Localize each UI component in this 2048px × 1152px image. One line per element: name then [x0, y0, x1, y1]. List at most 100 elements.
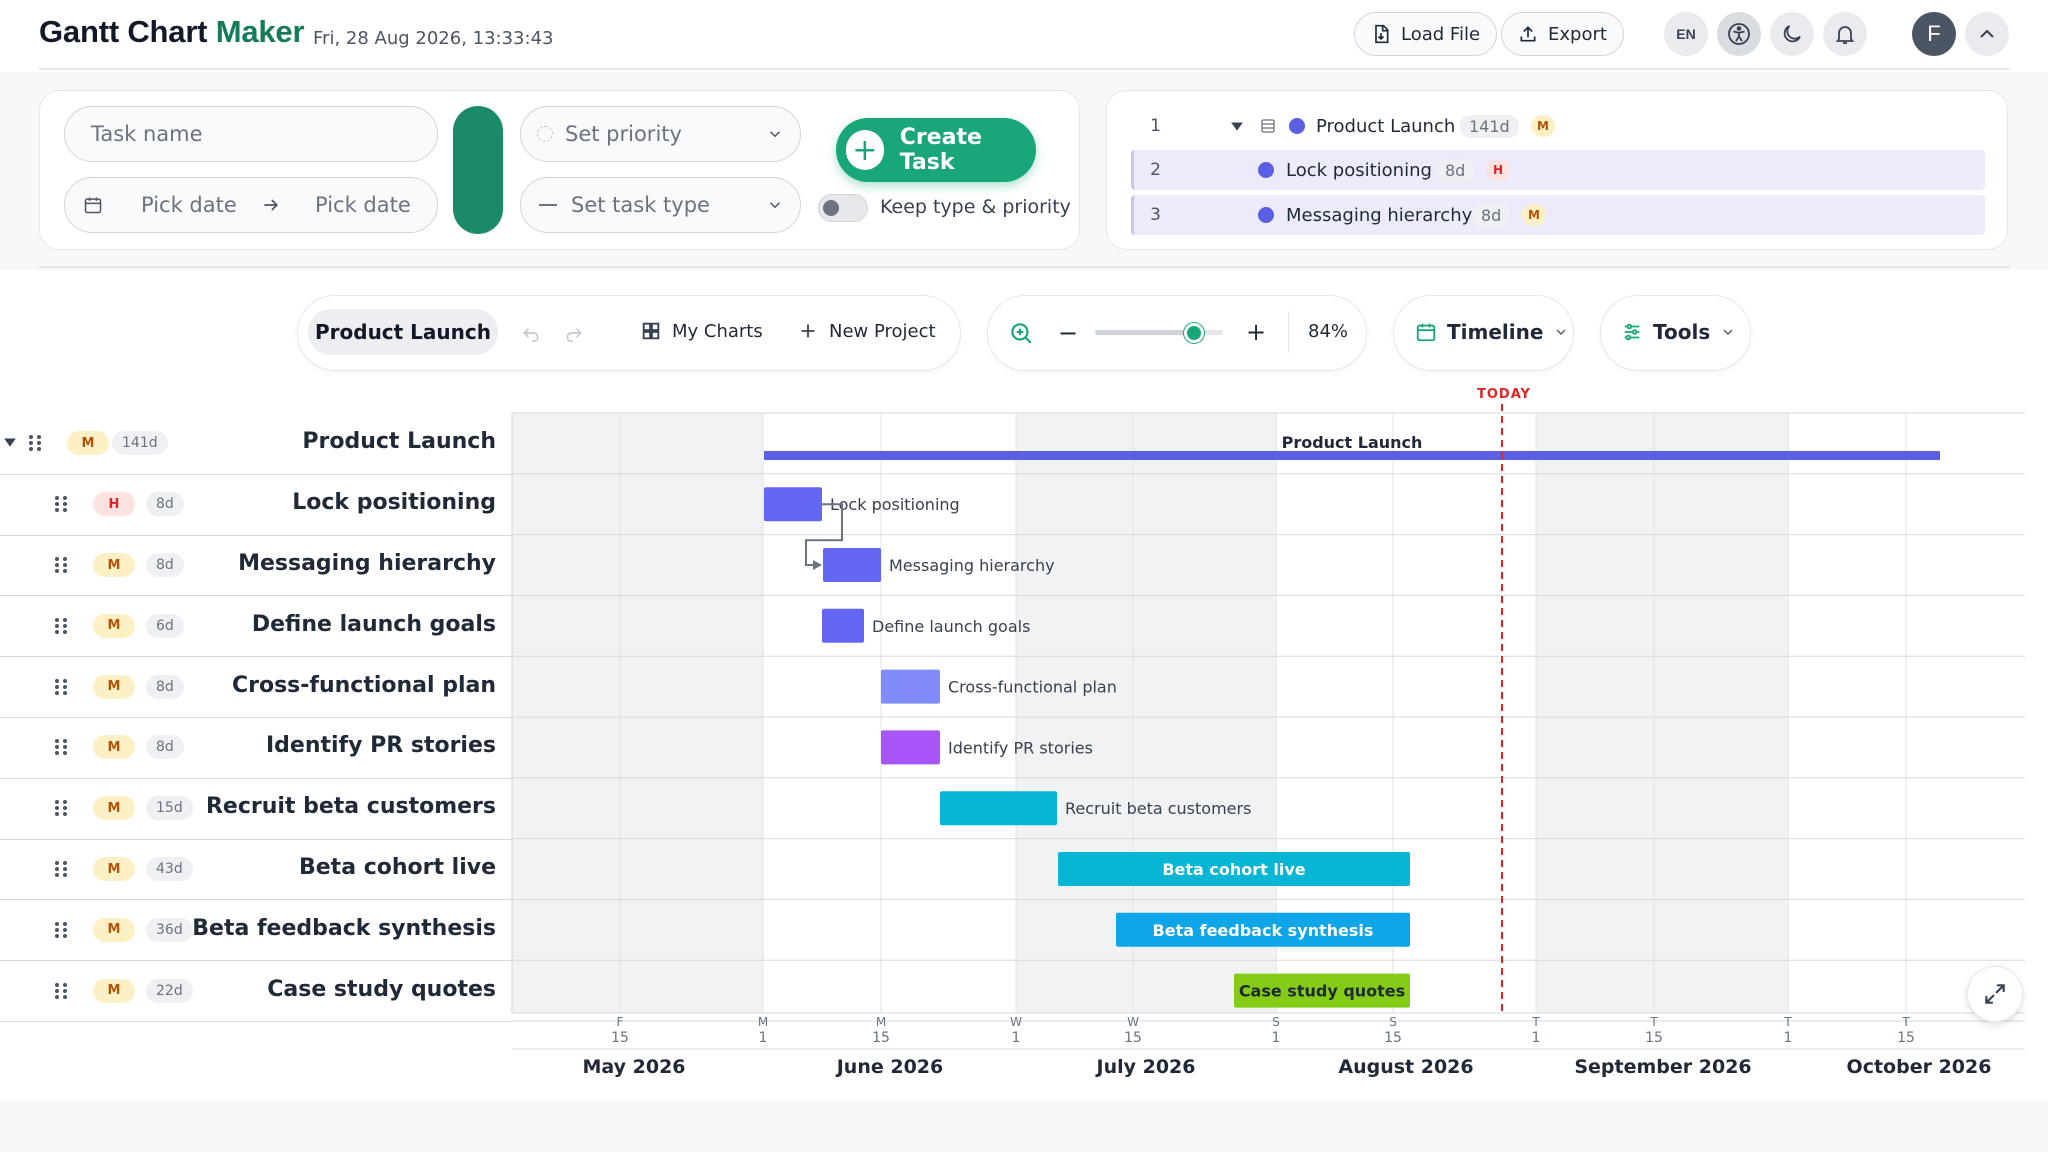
tick-number: 15 [872, 1030, 890, 1046]
load-file-button[interactable]: Load File [1354, 12, 1498, 56]
caret-down-icon[interactable] [1230, 119, 1244, 133]
task-bar-label: Cross-functional plan [948, 678, 1117, 697]
task-bar-label: Messaging hierarchy [889, 556, 1055, 575]
tree-row-duration: 141d [1460, 114, 1519, 138]
task-bar [1116, 912, 1410, 947]
month-label: October 2026 [1847, 1056, 1992, 1078]
task-name[interactable]: Beta cohort live [298, 855, 496, 880]
export-button[interactable]: Export [1501, 12, 1624, 56]
drag-handle-icon[interactable] [54, 799, 68, 817]
type-dash-icon [539, 204, 557, 206]
task-name[interactable]: Beta feedback synthesis [192, 915, 496, 941]
drag-handle-icon[interactable] [54, 495, 68, 513]
duration-badge: 141d [112, 431, 168, 456]
priority-badge: H [93, 492, 135, 517]
tree-row-duration: 8d [1436, 158, 1475, 182]
priority-badge: M [93, 674, 135, 699]
view-select-content[interactable]: Timeline [1415, 320, 1569, 344]
tree-row[interactable]: 3 Messaging hierarchy 8d M [1131, 195, 1985, 235]
tools-menu[interactable] [1600, 295, 1751, 371]
keep-type-label: Keep type & priority [880, 196, 1071, 218]
plus-icon [801, 324, 815, 338]
task-bar [940, 791, 1057, 826]
tick-number: 1 [1784, 1030, 1793, 1046]
task-bar-label: Beta feedback synthesis [1153, 921, 1374, 940]
drag-handle-icon[interactable] [54, 617, 68, 635]
my-charts-button[interactable]: My Charts [640, 320, 763, 342]
priority-badge: M [1531, 115, 1555, 137]
zoom-minus-label: − [1058, 319, 1079, 347]
tick-day: W [1010, 1015, 1022, 1029]
priority-placeholder: Set priority [565, 122, 682, 146]
chevron-down-icon [769, 202, 781, 209]
tick-number: 15 [1124, 1030, 1142, 1046]
task-name[interactable]: Messaging hierarchy [238, 551, 496, 576]
undo-icon[interactable] [520, 323, 542, 343]
tree-row-number: 1 [1150, 116, 1161, 136]
start-date-placeholder[interactable]: Pick date [141, 193, 237, 217]
tick-number: 1 [1532, 1030, 1541, 1046]
calendar-icon [1416, 323, 1436, 342]
task-type-select[interactable]: Set task type [520, 177, 801, 233]
tree-row-name: Messaging hierarchy [1286, 204, 1473, 226]
new-project-button[interactable]: New Project [797, 320, 936, 342]
zoom-slider[interactable] [1095, 330, 1223, 335]
zoom-plus-label: + [1246, 318, 1267, 346]
task-name[interactable]: Recruit beta customers [205, 794, 496, 820]
task-name[interactable]: Product Launch [302, 429, 496, 455]
redo-icon[interactable] [563, 323, 585, 343]
date-range-input[interactable]: Pick date Pick date [64, 177, 438, 233]
zoom-in-button[interactable]: + [1246, 318, 1266, 346]
create-task-label: Create Task [899, 125, 982, 175]
drag-handle-icon[interactable] [54, 678, 68, 696]
task-bar [881, 669, 940, 704]
app-title-main: Gantt Chart [39, 14, 216, 49]
task-color-picker[interactable] [453, 106, 503, 234]
today-label: TODAY [1477, 387, 1531, 402]
priority-badge: M [67, 431, 109, 456]
create-task-button[interactable]: + Create Task [836, 118, 1036, 182]
drag-handle-icon[interactable] [54, 982, 68, 1000]
drag-handle-icon[interactable] [54, 738, 68, 756]
fullscreen-button[interactable] [1967, 966, 2023, 1022]
tree-row[interactable]: 2 Lock positioning 8d H [1131, 150, 1985, 190]
chevron-down-icon [1556, 329, 1566, 335]
drag-handle-icon[interactable] [28, 434, 42, 452]
zoom-slider-handle[interactable] [1184, 323, 1204, 343]
duration-badge: 8d [146, 553, 184, 577]
tick-number: 15 [611, 1030, 629, 1046]
timeline-shade [512, 413, 763, 1013]
end-date-placeholder[interactable]: Pick date [315, 193, 411, 217]
task-name[interactable]: Case study quotes [267, 976, 496, 1002]
priority-select[interactable]: Set priority [520, 106, 801, 162]
current-project-chip[interactable]: Product Launch [308, 309, 498, 355]
notifications-button[interactable] [1823, 12, 1867, 56]
task-name[interactable]: Lock positioning [292, 490, 496, 516]
tick-day: F [617, 1015, 624, 1029]
accessibility-button[interactable] [1717, 12, 1761, 56]
task-name[interactable]: Identify PR stories [265, 733, 496, 759]
tick-number: 1 [1012, 1030, 1021, 1046]
drag-handle-icon[interactable] [54, 921, 68, 939]
task-name[interactable]: Cross-functional plan [231, 672, 496, 698]
language-button[interactable]: EN [1664, 12, 1708, 56]
row-divider [0, 777, 512, 779]
keep-type-toggle[interactable] [818, 194, 868, 222]
zoom-divider [1288, 311, 1289, 353]
drag-handle-icon[interactable] [54, 860, 68, 878]
user-avatar[interactable]: F [1912, 12, 1956, 56]
collapse-header-button[interactable] [1965, 12, 2009, 56]
tools-menu-content[interactable]: Tools [1621, 320, 1736, 344]
timeline-shade [1536, 413, 1788, 1013]
task-name-input[interactable]: Task name [64, 106, 438, 162]
task-color-dot [1258, 207, 1274, 223]
drag-handle-icon[interactable] [54, 556, 68, 574]
view-select[interactable] [1393, 295, 1574, 371]
tree-row[interactable]: 1 Product Launch 141d M [1131, 106, 1985, 146]
zoom-out-button[interactable]: − [1058, 319, 1078, 347]
dark-mode-button[interactable] [1770, 12, 1814, 56]
collapse-caret-icon[interactable] [3, 435, 17, 449]
task-name[interactable]: Define launch goals [251, 611, 496, 637]
zoom-in-icon[interactable] [1008, 320, 1034, 346]
upload-icon [1520, 26, 1536, 42]
